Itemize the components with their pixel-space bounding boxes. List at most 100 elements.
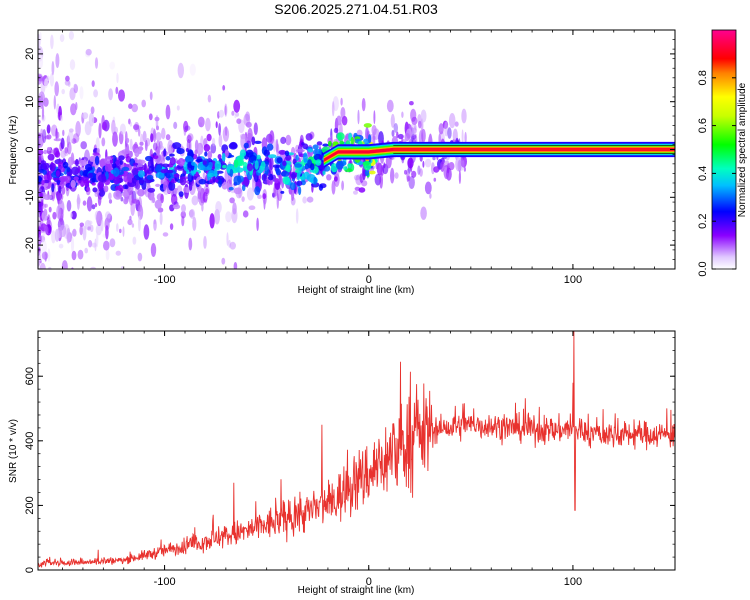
spectral-ridge-blob bbox=[194, 149, 198, 155]
spectral-noise-blob bbox=[115, 250, 122, 256]
spectral-noise-blob bbox=[196, 142, 204, 155]
spectral-noise-blob bbox=[39, 262, 46, 269]
spectral-ridge-blob bbox=[131, 177, 137, 184]
spectral-noise-blob bbox=[438, 123, 444, 135]
spectral-noise-blob bbox=[188, 237, 193, 251]
spectral-noise-blob bbox=[225, 211, 232, 223]
spectral-ridge-blob bbox=[109, 159, 114, 164]
spectral-noise-blob bbox=[280, 136, 287, 144]
spectral-ridge-blob bbox=[123, 198, 129, 205]
spectral-noise-blob bbox=[141, 99, 146, 108]
spectral-noise-blob bbox=[79, 225, 83, 236]
snr-y-axis-label: SNR (10 * v/v) bbox=[8, 419, 19, 483]
spectral-noise-blob bbox=[411, 116, 418, 126]
spectral-ridge-blob bbox=[218, 178, 222, 188]
spectral-noise-blob bbox=[184, 125, 191, 131]
spectral-ridge-blob bbox=[144, 170, 154, 174]
spectral-noise-blob bbox=[94, 238, 97, 252]
spectral-noise-blob bbox=[401, 111, 404, 118]
spectral-ridge-blob bbox=[322, 170, 326, 175]
spectral-ridge-blob bbox=[334, 176, 338, 182]
spectral-ridge-blob bbox=[284, 150, 290, 157]
spectral-noise-blob bbox=[448, 113, 456, 129]
spectral-noise-blob bbox=[144, 139, 148, 152]
spectral-ridge-blob bbox=[285, 164, 291, 173]
spectral-noise-blob bbox=[106, 275, 109, 283]
spectral-noise-blob bbox=[222, 85, 226, 91]
spectral-noise-blob bbox=[372, 135, 376, 141]
spectral-noise-blob bbox=[88, 240, 93, 248]
spectral-noise-blob bbox=[106, 274, 109, 284]
spectral-ridge-blob bbox=[195, 158, 204, 163]
spectral-ridge-blob bbox=[343, 166, 348, 171]
spectral-noise-blob bbox=[333, 127, 339, 134]
spectral-noise-blob bbox=[74, 282, 80, 286]
spectral-noise-blob bbox=[69, 59, 76, 71]
spectral-ridge-blob bbox=[198, 178, 207, 185]
spectral-noise-blob bbox=[38, 119, 41, 124]
spectral-noise-blob bbox=[85, 48, 92, 56]
spectral-noise-blob bbox=[143, 224, 150, 240]
spectral-noise-blob bbox=[157, 145, 164, 151]
spectral-ridge-blob bbox=[73, 176, 79, 181]
spectral-noise-blob bbox=[38, 212, 41, 227]
spectral-ridge-blob bbox=[84, 163, 93, 172]
spectral-ridge-blob bbox=[97, 181, 104, 190]
spectral-ridge-blob bbox=[332, 141, 339, 146]
spectral-noise-blob bbox=[100, 278, 103, 290]
spectral-ridge-blob bbox=[335, 160, 344, 170]
spectral-noise-blob bbox=[82, 112, 89, 120]
spectral-noise-blob bbox=[181, 215, 185, 227]
spectral-noise-blob bbox=[98, 122, 102, 139]
spectral-noise-blob bbox=[401, 155, 405, 164]
colorbar-tick-label: 0.0 bbox=[697, 261, 709, 276]
spectral-ridge-blob bbox=[38, 162, 43, 171]
spectral-noise-blob bbox=[59, 224, 67, 238]
spectral-ridge-blob bbox=[42, 169, 47, 175]
spectral-ridge-blob bbox=[280, 171, 290, 177]
spectral-ridge-blob bbox=[38, 175, 42, 183]
spectral-noise-blob bbox=[419, 168, 423, 177]
spectral-ridge-blob bbox=[312, 144, 319, 150]
spectral-ridge-blob bbox=[337, 133, 342, 142]
spectral-noise-blob bbox=[443, 164, 450, 180]
spectral-noise-blob bbox=[105, 249, 110, 261]
spectral-noise-blob bbox=[165, 104, 171, 120]
spectral-ridge-blob bbox=[295, 169, 300, 173]
spectral-noise-blob bbox=[242, 210, 249, 218]
spectral-ridge-blob bbox=[165, 156, 171, 161]
spectral-ridge-blob bbox=[296, 180, 303, 187]
spectral-ridge-blob bbox=[256, 154, 261, 160]
spectral-noise-blob bbox=[42, 129, 47, 144]
spectral-noise-blob bbox=[52, 309, 57, 321]
spectral-noise-blob bbox=[100, 328, 103, 343]
spectral-noise-blob bbox=[118, 89, 125, 102]
x-tick-label: 100 bbox=[564, 274, 582, 286]
spectral-noise-blob bbox=[61, 260, 68, 269]
spectral-ridge-blob bbox=[75, 158, 79, 167]
spectral-noise-blob bbox=[72, 228, 77, 237]
spectral-noise-blob bbox=[137, 252, 143, 262]
spectral-noise-blob bbox=[248, 205, 256, 210]
spectral-noise-blob bbox=[331, 180, 336, 195]
spectral-noise-blob bbox=[407, 175, 411, 182]
spectral-ridge-blob bbox=[207, 173, 215, 178]
spectral-noise-blob bbox=[57, 2, 59, 12]
spectral-noise-blob bbox=[38, 251, 44, 262]
spectral-noise-blob bbox=[229, 241, 236, 250]
spectral-ridge-blob bbox=[203, 144, 211, 152]
spectral-ridge-blob bbox=[254, 160, 259, 170]
spectral-noise-blob bbox=[417, 114, 422, 125]
spectral-noise-blob bbox=[36, 321, 43, 329]
spectral-noise-blob bbox=[165, 134, 171, 141]
spectral-noise-blob bbox=[56, 131, 60, 139]
spectral-noise-blob bbox=[105, 211, 111, 220]
spectral-noise-blob bbox=[93, 89, 98, 98]
spectral-noise-blob bbox=[72, 274, 78, 289]
spectral-noise-blob bbox=[96, 231, 99, 248]
spectral-ridge-blob bbox=[295, 154, 299, 161]
spectral-noise-blob bbox=[409, 123, 416, 137]
spectral-noise-blob bbox=[418, 120, 422, 129]
spectral-noise-blob bbox=[155, 114, 159, 130]
spectral-ridge-blob bbox=[183, 161, 189, 171]
